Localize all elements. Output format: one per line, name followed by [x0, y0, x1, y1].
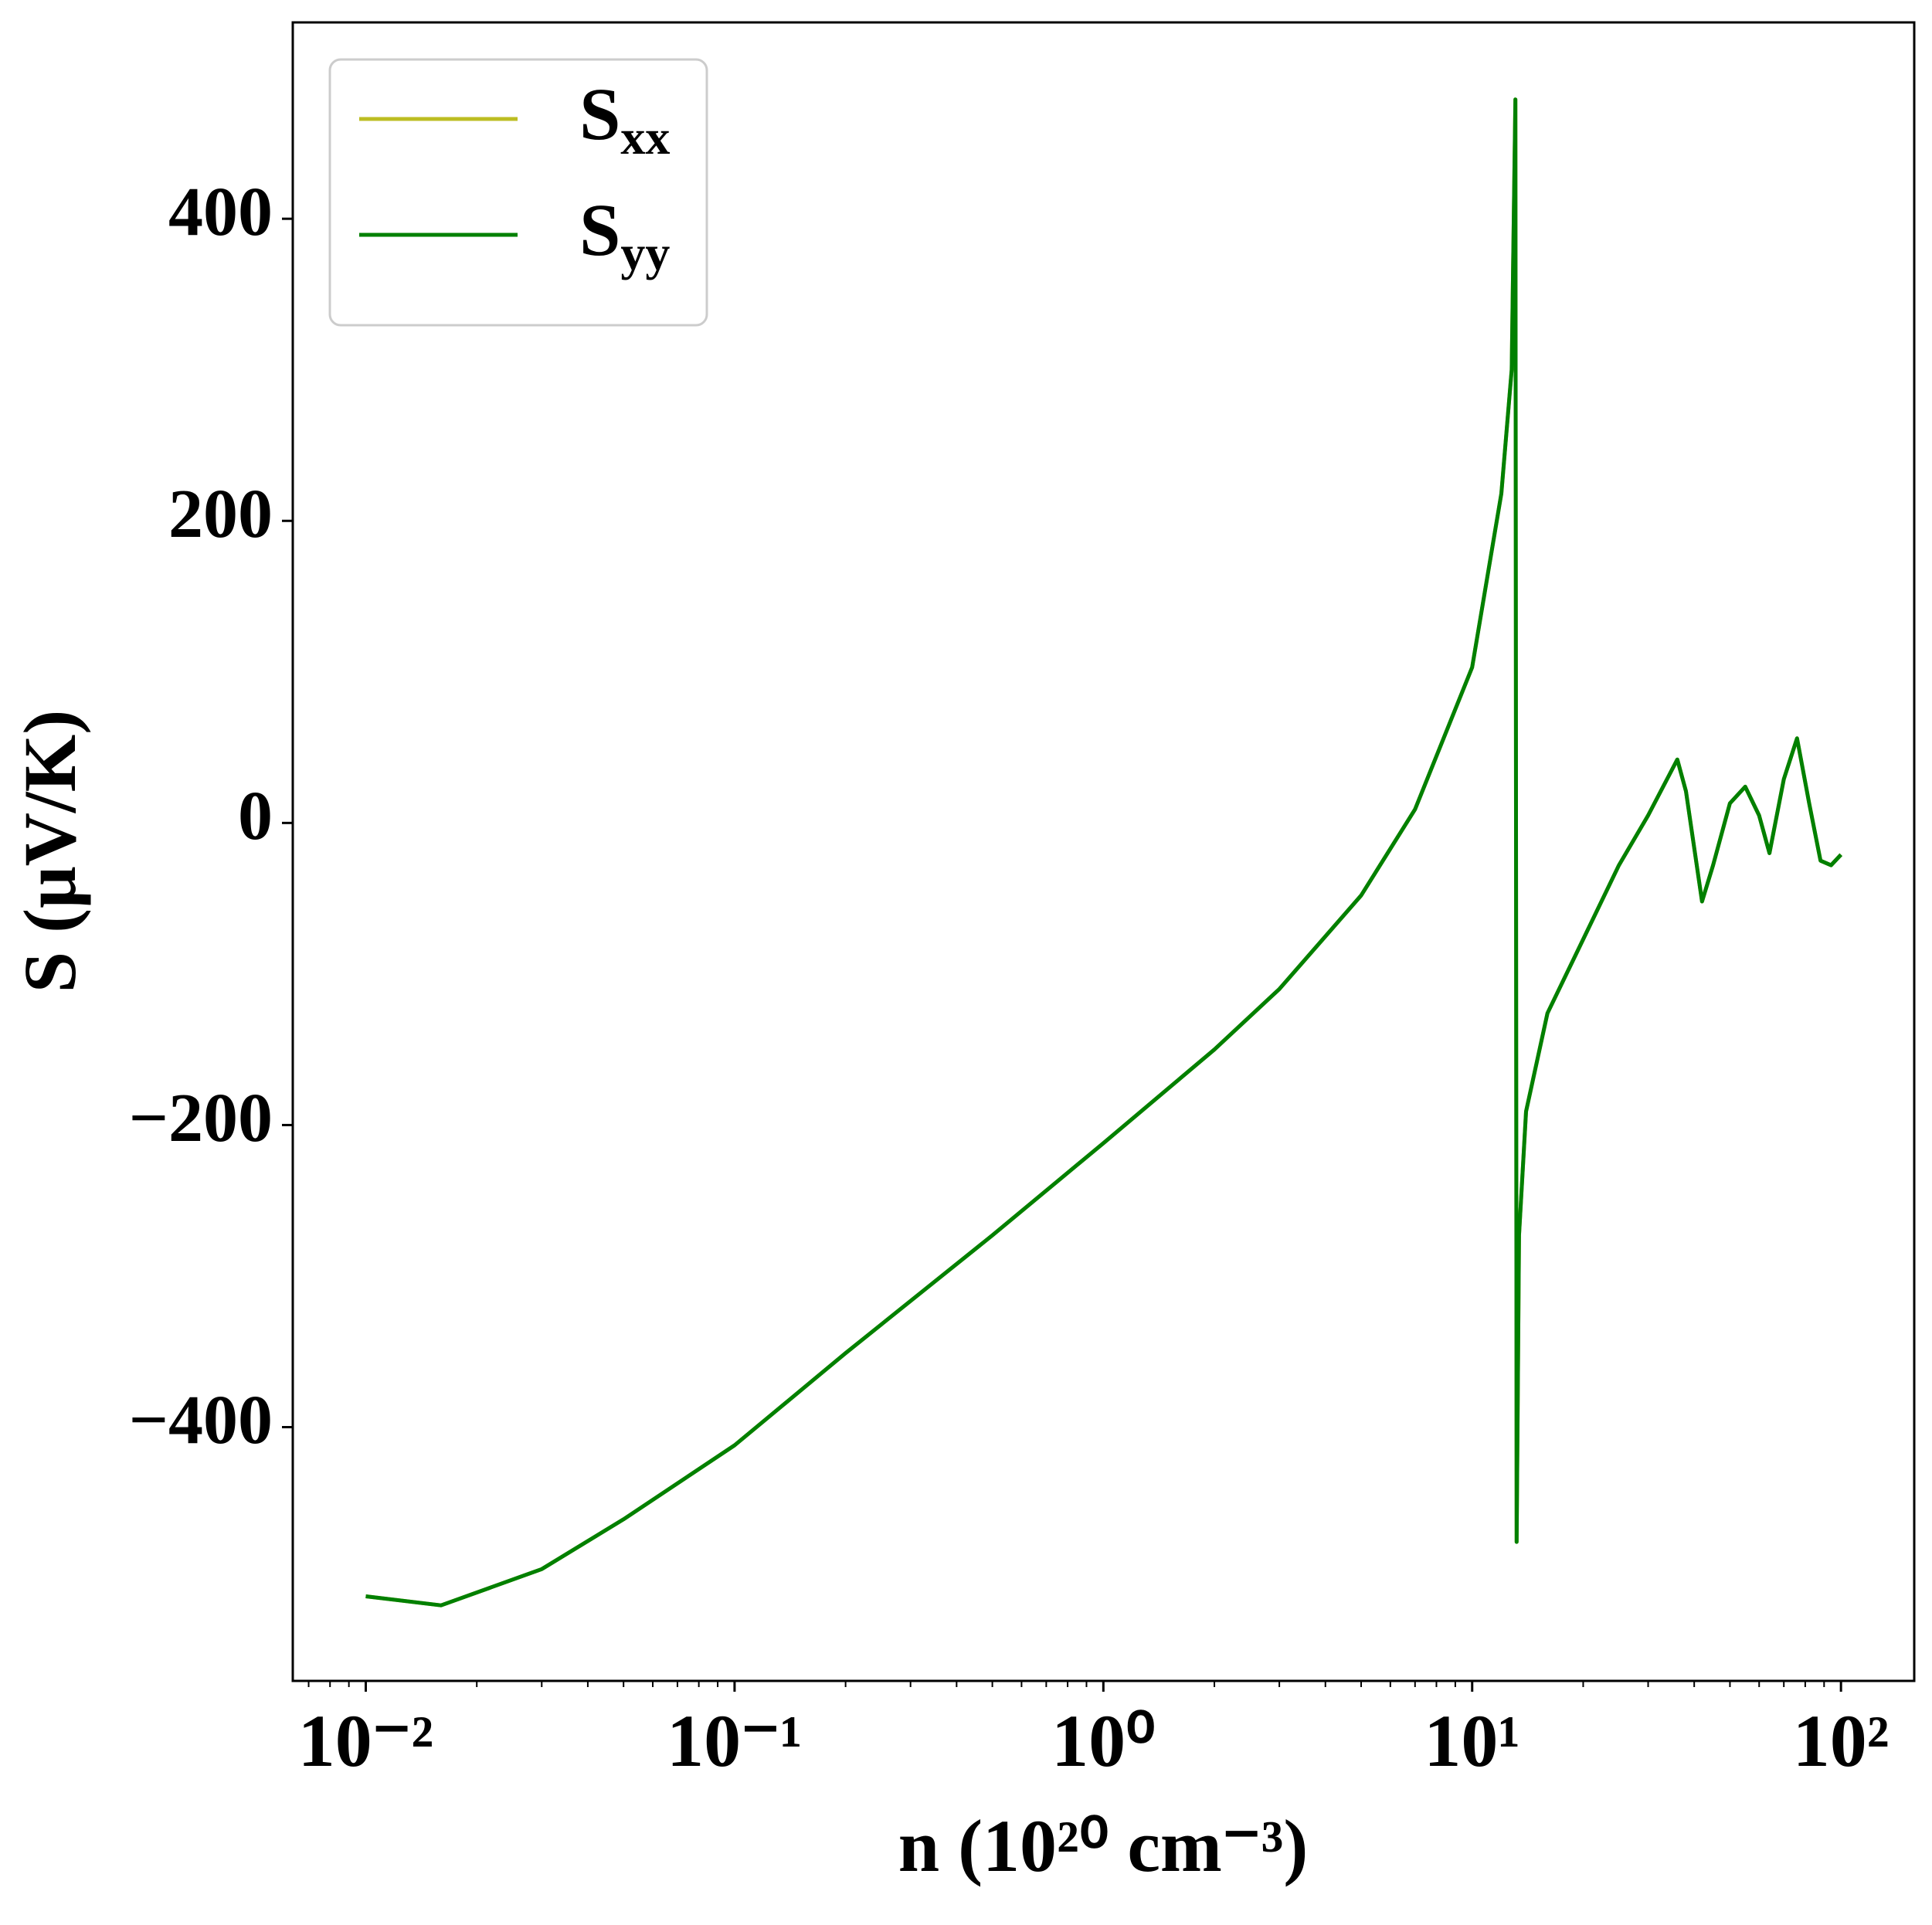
x-tick-label: 10⁻²: [298, 1699, 433, 1782]
y-axis-label: S (μV/K): [8, 710, 91, 993]
series-line: [365, 97, 1843, 1608]
legend-box: [328, 58, 708, 327]
x-tick-label: 10²: [1793, 1699, 1890, 1782]
legend-label-main: S: [579, 73, 620, 155]
legend-label: Syy: [579, 188, 670, 280]
x-tick-label: 10⁻¹: [667, 1699, 802, 1782]
x-tick-label: 10⁰: [1051, 1699, 1155, 1782]
x-tick-label: 10¹: [1424, 1699, 1520, 1782]
x-axis-label: n (10²⁰ cm⁻³): [898, 1804, 1309, 1887]
legend-label: Sxx: [579, 73, 670, 165]
y-tick-label: −200: [129, 1080, 273, 1156]
legend-label-sub: yy: [620, 226, 670, 280]
y-tick-label: −400: [129, 1382, 273, 1458]
y-tick-label: 200: [168, 476, 273, 552]
legend-label-main: S: [579, 188, 620, 271]
legend-label-sub: xx: [620, 110, 670, 165]
y-tick-label: 400: [168, 174, 273, 250]
y-tick-label: 0: [238, 778, 273, 854]
